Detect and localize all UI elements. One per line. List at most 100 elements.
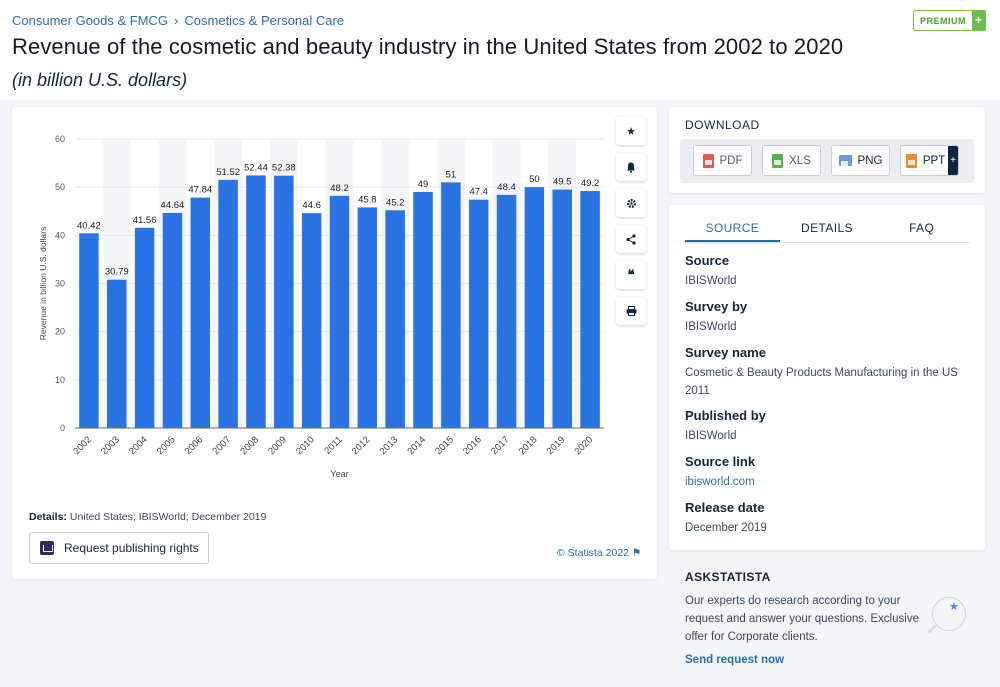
page-title: Revenue of the cosmetic and beauty indus… (12, 34, 844, 59)
data-label-2012: 45.8 (358, 194, 377, 205)
share-button[interactable] (616, 225, 646, 253)
field-value: Cosmetic & Beauty Products Manufacturing… (685, 367, 958, 397)
tab-source[interactable]: SOURCE (685, 219, 780, 242)
png-file-icon (838, 155, 852, 166)
plus-icon: + (972, 11, 985, 30)
bar-2010 (301, 213, 322, 428)
share-icon (626, 233, 636, 245)
star-icon: ★ (949, 601, 959, 613)
field-value: December 2019 (685, 522, 767, 534)
breadcrumb-cosmetics[interactable]: Cosmetics & Personal Care (184, 13, 345, 28)
y-tick-label: 0 (60, 423, 65, 433)
data-label-2013: 45.2 (386, 197, 405, 208)
bar-2020 (580, 191, 600, 428)
askstatista-text: Our experts do research according to you… (685, 595, 919, 643)
x-tick-label-2018: 2018 (517, 434, 540, 457)
data-label-2017: 48.4 (497, 182, 516, 193)
rights-icon (40, 541, 54, 555)
bar-2016 (468, 199, 489, 428)
bar-2017 (496, 194, 517, 428)
x-tick-label-2004: 2004 (127, 434, 150, 457)
source-link[interactable]: ibisworld.com (685, 476, 755, 488)
x-tick-label-2013: 2013 (378, 434, 401, 457)
askstatista-title: ASKSTATISTA (685, 570, 771, 584)
data-label-2009: 52.38 (272, 163, 296, 174)
field-source: Source IBISWorld (685, 253, 975, 290)
quote-icon: ❝ (627, 267, 635, 282)
chart-toolbar: ★ ❝ (616, 117, 646, 333)
bar-2003 (107, 279, 127, 428)
page-subtitle: (in billion U.S. dollars) (12, 70, 188, 90)
download-png-label: PNG (857, 154, 883, 167)
x-tick-label-2008: 2008 (238, 434, 261, 457)
field-label: Release date (685, 500, 765, 515)
bar-2019 (552, 189, 572, 428)
field-source-link: Source link ibisworld.com (685, 454, 975, 491)
magnifier-icon (932, 597, 966, 631)
favorite-button[interactable]: ★ (616, 117, 646, 145)
x-tick-label-2007: 2007 (211, 434, 234, 457)
x-tick-label-2010: 2010 (294, 434, 317, 457)
data-label-2019: 49.5 (553, 177, 572, 188)
request-publishing-rights-label: Request publishing rights (64, 541, 199, 555)
notification-button[interactable] (616, 153, 646, 181)
field-published-by: Published by IBISWorld (685, 408, 975, 445)
bar-2007 (218, 179, 238, 428)
cite-button[interactable]: ❝ (616, 261, 646, 289)
request-publishing-rights-button[interactable]: Request publishing rights (29, 532, 209, 564)
tab-details[interactable]: DETAILS (801, 221, 853, 235)
x-tick-label-2016: 2016 (461, 434, 484, 457)
x-tick-label-2006: 2006 (183, 434, 206, 457)
statista-copyright[interactable]: © Statista 2022 ⚑ (557, 547, 642, 559)
details-text: United States; IBISWorld; December 2019 (69, 511, 267, 523)
y-tick-label: 40 (55, 230, 65, 240)
print-button[interactable] (616, 297, 646, 325)
bar-2011 (329, 195, 350, 428)
askstatista-section: ASKSTATISTA Our experts do research acco… (685, 570, 985, 666)
bar-2018 (524, 187, 545, 428)
breadcrumb-consumer-goods[interactable]: Consumer Goods & FMCG (12, 13, 169, 28)
data-label-2004: 41.56 (133, 215, 157, 226)
plus-icon: + (948, 146, 958, 175)
bar-2006 (190, 197, 211, 428)
data-label-2018: 50 (529, 174, 540, 185)
print-icon (626, 306, 636, 316)
download-xls-label: XLS (789, 154, 811, 167)
x-tick-label-2019: 2019 (545, 434, 568, 457)
data-label-2007: 51.52 (216, 167, 240, 178)
source-panel: SOURCE DETAILS FAQ Source IBISWorld Surv… (669, 205, 985, 550)
field-value: IBISWorld (685, 275, 737, 287)
x-axis-title: Year (330, 469, 348, 479)
download-xls-button[interactable]: XLS (762, 145, 821, 176)
x-tick-label-2009: 2009 (266, 434, 289, 457)
bar-chart: 0 10 20 30 40 50 60 40.42 2002 30.79 2003 41.56 2004… (38, 134, 604, 479)
y-tick-label: 60 (55, 134, 65, 144)
x-tick-label-2011: 2011 (322, 434, 344, 456)
bar-2002 (79, 233, 99, 428)
x-tick-label-2015: 2015 (433, 434, 456, 457)
bell-icon (626, 162, 636, 173)
data-label-2008: 52.44 (244, 162, 268, 173)
data-label-2014: 49 (418, 179, 429, 190)
download-ppt-button[interactable]: PPT + (900, 145, 959, 176)
x-tick-label-2014: 2014 (405, 434, 428, 457)
chart-details: Details: United States; IBISWorld; Decem… (29, 511, 266, 523)
download-pdf-button[interactable]: PDF (693, 145, 752, 176)
bar-2013 (385, 210, 405, 428)
xls-file-icon (772, 153, 784, 168)
field-release-date: Release date December 2019 (685, 500, 975, 537)
data-label-2015: 51 (446, 169, 457, 180)
premium-badge[interactable]: PREMIUM + (913, 10, 986, 31)
y-tick-label: 10 (55, 375, 65, 385)
x-tick-label-2005: 2005 (155, 434, 178, 457)
send-request-link[interactable]: Send request now (685, 654, 785, 666)
bar-2005 (162, 212, 183, 428)
tab-faq[interactable]: FAQ (909, 221, 935, 235)
download-title: DOWNLOAD (685, 118, 760, 132)
field-label: Source link (685, 454, 756, 469)
star-icon: ★ (626, 125, 636, 138)
download-png-button[interactable]: PNG (831, 145, 890, 176)
x-tick-label-2003: 2003 (99, 434, 122, 457)
settings-button[interactable] (616, 189, 646, 217)
data-label-2016: 47.4 (469, 187, 488, 198)
